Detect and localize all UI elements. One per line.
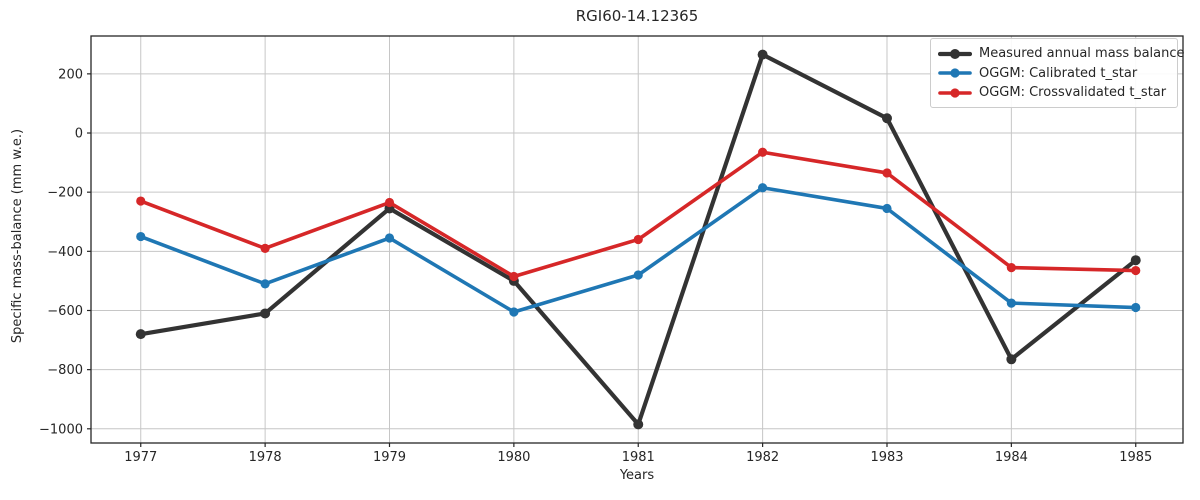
series-marker-0 <box>633 419 644 430</box>
series-marker-1 <box>1006 298 1016 308</box>
series-marker-2 <box>633 234 643 245</box>
y-tick-label: −600 <box>47 304 83 319</box>
legend-swatch-crossvalidated-icon <box>938 87 972 98</box>
x-tick-label: 1981 <box>622 450 655 465</box>
legend-item-crossvalidated: OGGM: Crossvalidated t_star <box>938 83 1169 102</box>
series-marker-1 <box>260 279 270 289</box>
series-marker-0 <box>1006 354 1017 365</box>
series-marker-0 <box>1130 255 1141 266</box>
legend-swatch-measured-icon <box>938 48 972 59</box>
x-tick-label: 1982 <box>746 450 779 465</box>
series-marker-1 <box>633 270 643 280</box>
series-marker-1 <box>1131 302 1141 313</box>
legend-item-calibrated: OGGM: Calibrated t_star <box>938 64 1169 83</box>
series-marker-0 <box>260 308 271 319</box>
x-tick-label: 1984 <box>995 450 1028 465</box>
legend: Measured annual mass balance OGGM: Calib… <box>930 38 1185 108</box>
legend-label-calibrated: OGGM: Calibrated t_star <box>979 65 1138 81</box>
y-tick-label: 200 <box>58 67 83 82</box>
x-tick-label: 1985 <box>1119 450 1152 465</box>
x-axis-label: Years <box>619 468 655 483</box>
series-marker-1 <box>509 307 519 317</box>
series-marker-1 <box>136 231 146 242</box>
y-tick-label: −200 <box>47 186 83 201</box>
series-marker-2 <box>260 243 270 253</box>
y-axis-label: Specific mass-balance (mm w.e.) <box>10 128 25 344</box>
legend-swatch-calibrated-icon <box>938 68 972 78</box>
x-tick-label: 1980 <box>497 450 530 465</box>
series-marker-0 <box>135 329 146 340</box>
series-marker-2 <box>136 196 146 206</box>
x-tick-label: 1977 <box>124 450 157 465</box>
series-marker-2 <box>1006 262 1016 273</box>
y-tick-label: −800 <box>47 363 83 378</box>
x-tick-label: 1979 <box>373 450 406 465</box>
series-marker-1 <box>384 233 395 243</box>
y-tick-label: −400 <box>47 245 83 260</box>
axes-frame <box>90 35 1184 444</box>
x-tick-label: 1978 <box>249 450 282 465</box>
series-marker-0 <box>881 113 892 124</box>
series-marker-0 <box>757 49 768 60</box>
legend-label-measured: Measured annual mass balance <box>979 46 1185 61</box>
series-marker-1 <box>882 203 892 214</box>
legend-item-measured: Measured annual mass balance <box>938 44 1185 63</box>
series-marker-2 <box>882 168 892 178</box>
series-marker-2 <box>384 197 395 208</box>
legend-label-crossvalidated: OGGM: Crossvalidated t_star <box>979 85 1167 100</box>
series-marker-1 <box>758 183 768 193</box>
series-marker-2 <box>509 271 519 282</box>
x-tick-label: 1983 <box>870 450 903 465</box>
y-tick-label: −1000 <box>39 422 83 437</box>
chart-title: RGI60-14.12365 <box>575 7 699 25</box>
y-tick-label: 0 <box>75 127 83 142</box>
series-marker-2 <box>1131 265 1141 276</box>
series-marker-2 <box>758 147 768 157</box>
